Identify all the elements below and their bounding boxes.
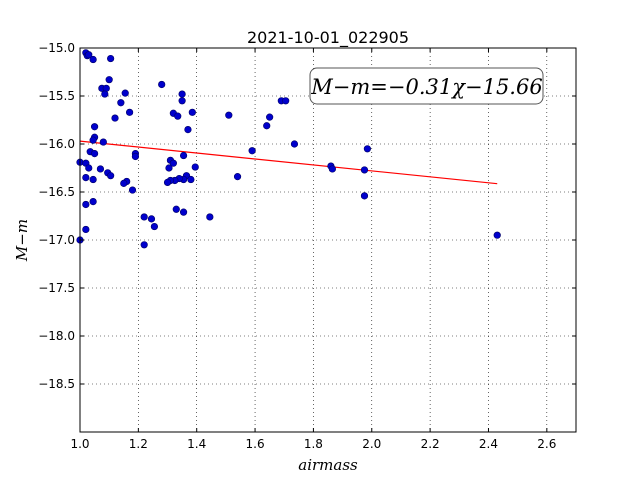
data-point [140, 241, 148, 249]
data-point [107, 172, 115, 180]
y-axis-label: M−m [13, 219, 31, 262]
data-point [360, 192, 369, 200]
x-tick-label: 1.2 [129, 437, 148, 451]
data-point [111, 114, 119, 122]
data-point [191, 163, 199, 171]
x-tick-label: 2.2 [421, 437, 440, 451]
data-point [99, 138, 107, 146]
data-point [89, 136, 97, 144]
x-tick-label: 1.8 [304, 437, 323, 451]
data-point [187, 175, 195, 184]
y-tick-label: −18.0 [38, 329, 75, 343]
data-point [96, 165, 105, 173]
data-point [184, 126, 192, 134]
fit-line-group [79, 140, 498, 185]
data-point [225, 111, 233, 119]
data-point [150, 222, 158, 231]
data-point [82, 225, 90, 234]
data-point [179, 208, 188, 216]
data-point [128, 186, 137, 194]
data-point [82, 200, 90, 209]
data-point [178, 97, 186, 105]
data-point [290, 140, 299, 148]
data-point [101, 90, 109, 98]
data-point [174, 112, 182, 120]
y-tick-label: −16.5 [38, 185, 75, 199]
fit-line [79, 140, 498, 185]
fit-equation-annotation: M−m=−0.31χ−15.66 [310, 75, 542, 99]
y-tick-label: −15.5 [38, 89, 75, 103]
data-point [147, 215, 156, 223]
y-tick-label: −16.0 [38, 137, 75, 151]
data-point [90, 123, 99, 131]
x-tick-label: 2.4 [479, 437, 498, 451]
x-tick-label: 1.4 [187, 437, 206, 451]
x-axis-label: airmass [298, 456, 358, 474]
data-point [263, 122, 271, 130]
axis-ticks: 1.0 1.2 1.4 1.6 1.8 2.0 2.2 2.4 2.6 −15.0 −15.5 −16… [38, 41, 576, 451]
data-point [179, 151, 188, 160]
data-point [82, 174, 90, 182]
data-point [178, 90, 186, 98]
data-point [169, 159, 177, 167]
data-point [328, 165, 336, 173]
data-point [121, 89, 129, 97]
y-tick-label: −17.5 [38, 281, 75, 295]
data-point [233, 173, 242, 181]
data-point [206, 213, 214, 221]
y-tick-label: −15.0 [38, 41, 75, 55]
data-point [117, 99, 125, 107]
data-point [85, 164, 93, 172]
data-point [266, 113, 274, 121]
data-points [76, 49, 501, 249]
y-tick-label: −18.5 [38, 377, 75, 391]
annotation-box [309, 67, 544, 105]
data-point [360, 166, 369, 174]
data-point [163, 178, 172, 186]
data-point [89, 175, 97, 184]
data-point [282, 97, 290, 105]
data-point [363, 145, 371, 153]
data-point [188, 108, 196, 116]
data-point [90, 150, 99, 158]
data-point [107, 54, 115, 63]
data-point [172, 205, 180, 213]
x-tick-label: 2.6 [537, 437, 556, 451]
data-point [248, 147, 256, 155]
chart-title: 2021-10-01_022905 [247, 28, 409, 48]
y-tick-label: −17.0 [38, 233, 75, 247]
data-point [158, 80, 166, 89]
x-tick-label: 1.0 [70, 437, 89, 451]
data-point [140, 213, 148, 221]
data-point [105, 76, 113, 84]
data-point [131, 152, 140, 161]
data-point [126, 108, 134, 116]
data-point [85, 51, 93, 59]
data-point [89, 198, 97, 206]
x-tick-label: 1.6 [246, 437, 265, 451]
data-point [89, 55, 97, 64]
data-point [165, 164, 173, 172]
x-tick-label: 2.0 [362, 437, 381, 451]
data-point [120, 179, 128, 187]
data-point [493, 231, 501, 239]
